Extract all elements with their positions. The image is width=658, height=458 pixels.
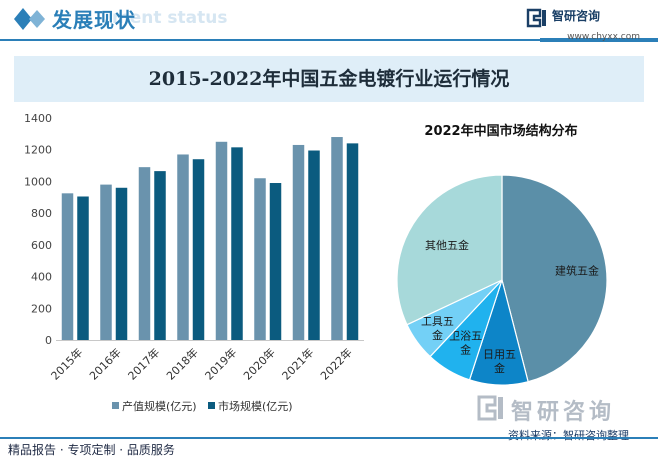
page-header: ment status 发展现状 智研咨询 www.chyxx.com [0, 0, 658, 46]
pie-title: 2022年中国市场结构分布 [424, 123, 577, 139]
bar-production [215, 141, 228, 340]
banner-title: 2015-2022年中国五金电镀行业运行情况 [148, 68, 510, 90]
diamonds-icon [14, 8, 45, 30]
brand-url: www.chyxx.com [567, 32, 640, 42]
bar-production [61, 193, 74, 340]
pie-label-cont: 金 [432, 328, 443, 342]
y-tick-label: 1400 [24, 112, 52, 125]
pie-label: 卫浴五 [449, 329, 482, 342]
bar-market [77, 196, 89, 340]
bar-market [192, 159, 205, 340]
bar-production [177, 154, 189, 340]
bar-production [100, 184, 112, 340]
footer-slogan: 精品报告 · 专项定制 · 品质服务 [8, 443, 175, 457]
bar-market [308, 150, 320, 340]
brand: 智研咨询 www.chyxx.com [526, 8, 640, 42]
watermark-text: 智研咨询 [511, 400, 616, 425]
pie-label-cont: 金 [494, 361, 505, 375]
x-tick-label: 2019年 [202, 345, 239, 382]
x-tick-label: 2017年 [125, 345, 162, 382]
header-divider [0, 38, 658, 42]
legend-label-market: 市场规模(亿元) [218, 399, 293, 413]
bar-market [269, 183, 282, 340]
bar-market [154, 171, 166, 340]
title-watermark: ment status [112, 8, 228, 28]
y-tick-label: 1200 [24, 144, 52, 157]
pie-label: 日用五 [483, 348, 516, 361]
brand-name: 智研咨询 [552, 9, 601, 23]
y-tick-label: 800 [31, 207, 52, 220]
chart-banner: 2015-2022年中国五金电镀行业运行情况 [14, 56, 644, 102]
pie-label: 其他五金 [425, 238, 469, 252]
chart-svg: 0 200 400 600 800 1000 1200 1400 2015年 2016年 2017年… [24, 112, 608, 413]
source-note: 资料来源：智研咨询整理 [508, 429, 629, 442]
y-tick-label: 1000 [24, 175, 52, 188]
bar-market [346, 143, 359, 340]
legend-label-production: 产值规模(亿元) [122, 399, 197, 413]
pie-slice [501, 174, 608, 383]
bar-production [292, 144, 305, 340]
watermark-logo-icon [477, 395, 503, 421]
y-tick-label: 600 [31, 239, 52, 252]
bar-production [254, 178, 266, 340]
legend-swatch-production [112, 402, 119, 409]
x-tick-label: 2022年 [317, 345, 354, 382]
x-tick-label: 2021年 [279, 345, 316, 382]
pie-label: 建筑五金 [555, 264, 599, 278]
y-tick-label: 200 [31, 302, 52, 315]
x-tick-label: 2015年 [48, 345, 85, 382]
bar-market [115, 187, 128, 340]
chart-area: 0 200 400 600 800 1000 1200 1400 2015年 2016年 2017年… [14, 106, 644, 430]
pie-label: 工具五 [421, 315, 454, 328]
x-tick-label: 2020年 [240, 345, 277, 382]
bar-market [231, 147, 243, 340]
bar-production [331, 137, 343, 340]
page-title: 发展现状 [52, 8, 136, 32]
footer-divider [0, 437, 658, 439]
x-tick-label: 2016年 [86, 345, 123, 382]
bar-production [138, 167, 151, 340]
x-tick-label: 2018年 [163, 345, 200, 382]
pie-slice [396, 174, 503, 326]
legend-swatch-market [208, 402, 215, 409]
y-tick-label: 400 [31, 271, 52, 284]
y-tick-label: 0 [45, 334, 52, 347]
pie-label-cont: 金 [460, 342, 471, 356]
brand-logo-icon [526, 8, 546, 28]
